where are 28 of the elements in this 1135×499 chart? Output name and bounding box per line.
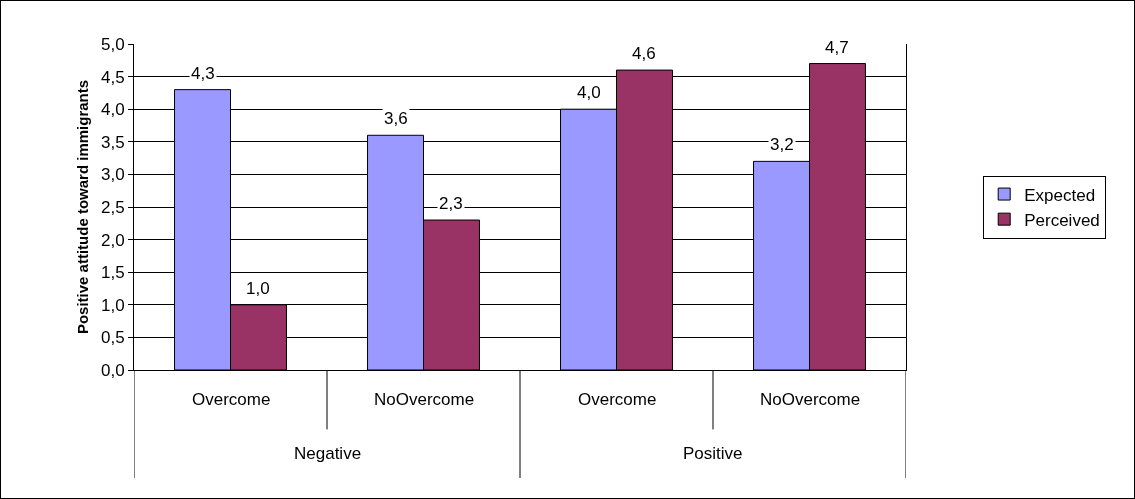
- y-tick-label: 2,0: [100, 230, 125, 250]
- legend-label: Expected: [1024, 185, 1096, 205]
- y-tick-label: 3,0: [100, 165, 125, 185]
- text: Negative: [294, 444, 362, 463]
- x-tick-label: NoOvercome: [374, 390, 475, 409]
- y-axis-title: Positive attitude toward immigrants: [74, 79, 92, 335]
- x-tick-label: NoOvercome: [760, 390, 861, 409]
- x-tick-label: Overcome: [578, 390, 657, 409]
- data-label: 4,3: [191, 64, 215, 83]
- y-tick-label: 3,5: [100, 132, 125, 152]
- x-tick-label: Overcome: [192, 390, 271, 409]
- y-tick-label: 0,5: [100, 328, 125, 348]
- y-tick-label: 1,5: [100, 263, 125, 283]
- y-tick-label: 1,0: [100, 295, 125, 315]
- data-label: 4,0: [577, 83, 601, 102]
- data-label: 3,2: [770, 135, 794, 154]
- y-tick-label: 2,5: [100, 197, 125, 217]
- data-label: 4,6: [632, 44, 656, 63]
- y-tick-label: 5,0: [100, 34, 125, 54]
- legend-label: Perceived: [1024, 210, 1100, 230]
- y-tick-label: 0,0: [100, 360, 125, 380]
- data-label: 1,0: [246, 279, 270, 298]
- y-tick-label: 4,5: [100, 67, 125, 87]
- data-label: 4,7: [825, 38, 849, 57]
- data-label: 2,3: [439, 194, 463, 213]
- data-label: 3,6: [384, 109, 408, 128]
- text: Positive: [683, 444, 743, 463]
- y-tick-label: 4,0: [100, 100, 125, 120]
